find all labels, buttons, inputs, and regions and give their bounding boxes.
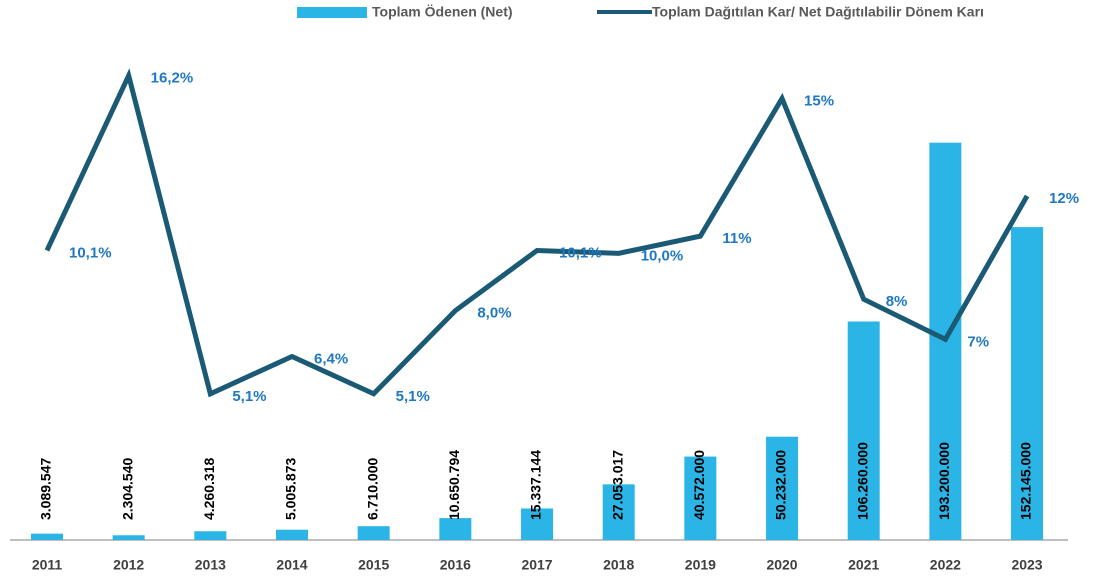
line-value-label: 10,1% [559,244,602,261]
bar-value-label: 6.710.000 [364,458,380,520]
x-tick-label: 2018 [603,557,634,573]
bar-value-label: 106.260.000 [854,442,870,520]
bar-value-label: 40.572.000 [691,450,707,520]
bar [439,518,472,540]
bar-value-label: 10.650.794 [446,450,462,520]
bar-value-label: 152.145.000 [1018,442,1034,520]
bar [194,531,227,540]
x-tick-label: 2023 [1011,557,1042,573]
x-tick-label: 2021 [848,557,879,573]
x-tick-label: 2019 [685,557,716,573]
bar-value-label: 193.200.000 [936,442,952,520]
bar-value-label: 27.053.017 [609,450,625,520]
x-tick-label: 2017 [521,557,552,573]
bar [602,484,635,540]
legend-label: Toplam Ödenen (Net) [372,4,513,20]
bar [112,535,145,540]
bar-value-label: 3.089.547 [38,458,54,520]
x-tick-label: 2014 [276,557,307,573]
line-value-label: 5,1% [396,388,430,405]
bar [847,321,880,540]
bar-value-label: 15.337.144 [528,450,544,520]
line-value-label: 16,2% [151,70,194,87]
x-tick-label: 2015 [358,557,389,573]
bar [357,526,390,540]
x-tick-label: 2016 [440,557,471,573]
x-tick-label: 2012 [113,557,144,573]
bar-value-label: 4.260.318 [201,458,217,520]
bar [766,436,799,540]
line-value-label: 10,1% [69,244,112,261]
x-tick-label: 2011 [32,557,63,573]
bar [684,456,717,540]
bar [521,508,554,540]
line-value-label: 15% [804,93,834,110]
x-tick-label: 2013 [195,557,226,573]
line-value-label: 5,1% [232,388,266,405]
line-value-label: 8,0% [477,305,511,322]
line-value-label: 7% [967,333,989,350]
line-value-label: 10,0% [641,247,684,264]
bar [276,529,309,540]
x-tick-label: 2020 [766,557,797,573]
legend-label: Toplam Dağıtılan Kar/ Net Dağıtılabilir … [652,4,984,20]
bar [31,533,63,540]
line [44,68,1030,398]
bar-value-label: 2.304.540 [119,458,135,520]
legend-swatch [297,7,367,18]
line-value-label: 8% [886,293,908,310]
line-value-label: 6,4% [314,351,348,368]
x-tick-label: 2022 [930,557,961,573]
bar [1011,227,1044,540]
bar-value-label: 5.005.873 [283,458,299,520]
bar-value-label: 50.232.000 [773,450,789,520]
line-value-label: 11% [722,230,751,247]
line-value-label: 12% [1049,190,1079,207]
